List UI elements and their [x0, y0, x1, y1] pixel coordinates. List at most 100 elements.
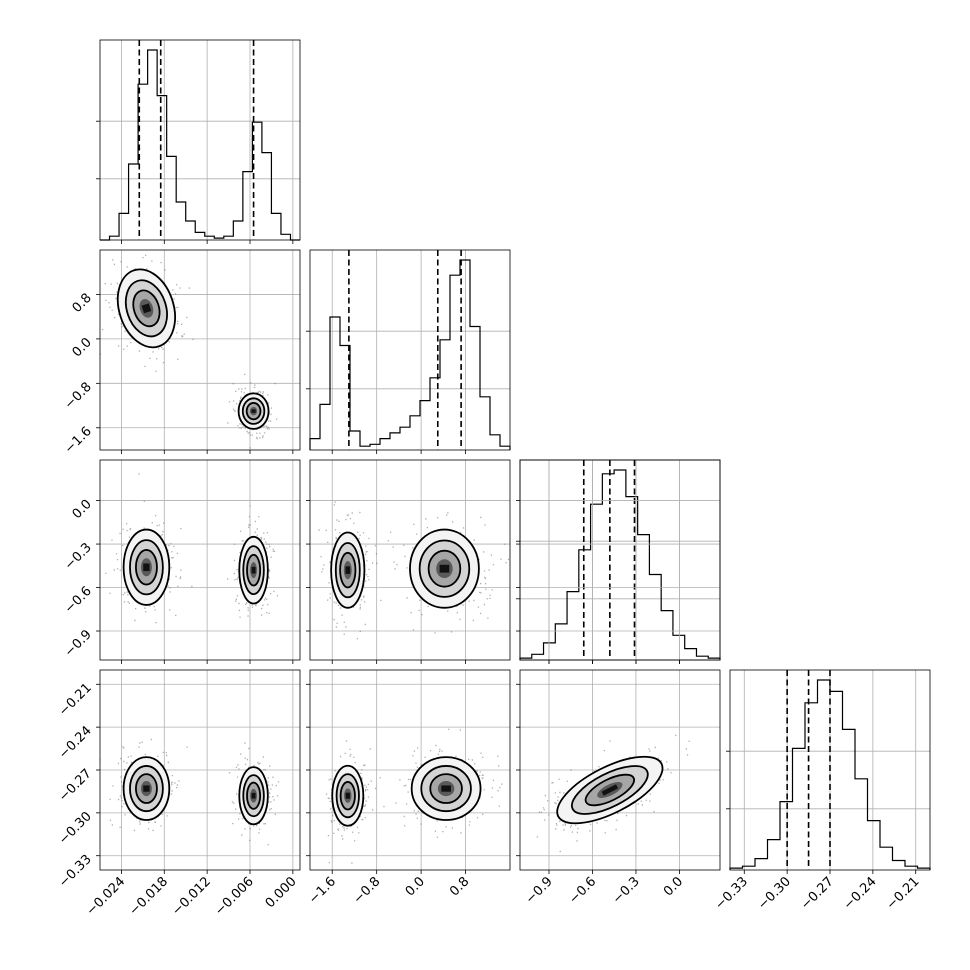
density-peak	[251, 566, 256, 574]
contour-line	[116, 268, 176, 349]
density-peak	[141, 303, 152, 314]
scatter-points	[310, 501, 378, 640]
histogram-panel-2	[516, 459, 721, 664]
scatter-panel-3-0: −0.024−0.018−0.012−0.006 0.000 −0.33 −0.30 −…	[56, 669, 301, 919]
x-tick-label: −0.024	[84, 874, 129, 919]
scatter-panel-3-1: −1.6 −0.8 0.0 0.8	[306, 669, 511, 907]
x-tick-label: −0.24	[841, 874, 880, 913]
density-peak	[439, 564, 450, 573]
scatter-panel-3-2: −0.9 −0.6 −0.3 0.0	[516, 669, 721, 907]
contour-line	[330, 531, 366, 609]
y-tick-label: −0.3	[62, 540, 95, 573]
histogram-line	[519, 469, 721, 660]
y-tick-label: −0.27	[56, 766, 95, 805]
contour-line	[335, 773, 360, 819]
x-tick-label: 0.8	[447, 874, 472, 899]
panel-frame	[729, 669, 931, 871]
contour-line	[246, 553, 262, 587]
scatter-points	[383, 728, 503, 838]
density-layer	[310, 501, 510, 640]
x-tick-label: 0.0	[661, 874, 686, 899]
contour-line	[238, 766, 269, 826]
panel-frame	[309, 249, 511, 451]
x-tick-label: −0.6	[566, 874, 599, 907]
x-tick-label: −0.012	[169, 874, 214, 919]
y-tick-label: 0.0	[70, 335, 95, 360]
x-tick-label: −1.6	[306, 874, 339, 907]
density-peak	[251, 409, 256, 413]
x-tick-label: 0.000	[263, 874, 300, 911]
x-tick-label: −0.8	[351, 874, 384, 907]
contour-line	[129, 765, 164, 813]
contour-line	[242, 774, 265, 818]
contour-line	[331, 764, 365, 827]
panel-frame	[309, 459, 511, 661]
density-peak	[143, 785, 150, 792]
y-tick-label: −0.6	[62, 584, 95, 617]
contour-line	[237, 392, 270, 430]
y-tick-label: 0.8	[70, 291, 95, 316]
contour-line	[242, 545, 265, 596]
histogram-panel-0	[96, 39, 301, 244]
contour-line	[410, 756, 482, 821]
contour-line	[129, 539, 164, 596]
contour-line	[418, 539, 471, 598]
contour-line	[241, 397, 266, 425]
scatter-panel-2-1	[306, 459, 511, 664]
histogram-panel-1	[306, 249, 511, 454]
x-tick-label: 0.0	[403, 874, 428, 899]
density-layer	[100, 254, 278, 449]
y-tick-label: −0.30	[56, 809, 95, 848]
density-peak	[345, 566, 351, 574]
contour-line	[334, 542, 361, 599]
histogram-line	[729, 679, 931, 870]
contour-line	[420, 765, 472, 813]
y-tick-label: −0.24	[56, 723, 95, 762]
y-tick-label: −0.8	[62, 380, 95, 413]
contour-line	[409, 528, 480, 609]
contour-line	[246, 781, 262, 810]
density-peak	[143, 563, 150, 572]
contour-line	[132, 289, 161, 328]
contour-line	[429, 773, 463, 804]
y-tick-label: −0.21	[56, 681, 95, 720]
contour-line	[339, 551, 357, 589]
panel-frame	[99, 459, 301, 661]
x-tick-label: −0.006	[212, 874, 257, 919]
contour-line	[122, 528, 171, 606]
contour-line	[571, 765, 649, 815]
contour-line	[135, 773, 158, 804]
density-peak	[251, 792, 256, 799]
x-tick-label: −0.3	[610, 874, 643, 907]
density-layer	[105, 473, 279, 624]
density-peak	[601, 784, 619, 796]
scatter-panel-1-0: −1.6 −0.8 0.0 0.8	[62, 249, 301, 457]
contour-line	[339, 781, 356, 811]
contour-line	[245, 402, 262, 421]
scatter-panel-2-0: −0.9 −0.6 −0.3 0.0	[62, 459, 301, 664]
panel-frame	[309, 669, 511, 871]
density-layer	[325, 728, 503, 864]
contour-line	[122, 756, 171, 821]
x-tick-label: −0.33	[712, 874, 751, 913]
density-layer	[536, 734, 690, 853]
panel-frame	[519, 669, 721, 871]
x-tick-label: −0.21	[884, 874, 923, 913]
scatter-panel-2-2	[516, 459, 721, 664]
density-peak	[345, 792, 350, 799]
contour-line	[238, 535, 269, 605]
contour-line	[556, 755, 664, 825]
contour-line	[135, 549, 158, 586]
x-tick-label: −0.9	[523, 874, 556, 907]
x-tick-label: −0.27	[798, 874, 837, 913]
y-tick-label: 0.0	[70, 497, 95, 522]
panel-frame	[99, 669, 301, 871]
density-peak	[441, 785, 451, 792]
panel-frame	[519, 459, 721, 661]
panel-frame	[99, 249, 301, 451]
histogram-line	[309, 259, 511, 450]
y-tick-label: −0.33	[56, 852, 95, 891]
x-tick-label: −0.018	[126, 874, 171, 919]
contour-line	[427, 549, 462, 588]
